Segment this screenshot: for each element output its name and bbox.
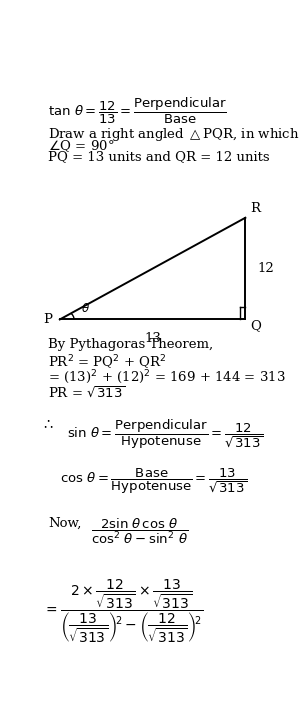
Text: Now,: Now, <box>48 517 81 530</box>
Text: Draw a right angled $\triangle$PQR, in which: Draw a right angled $\triangle$PQR, in w… <box>48 126 299 143</box>
Text: $\sin\,\theta = \dfrac{\mathrm{Perpendicular}}{\mathrm{Hypotenuse}} = \dfrac{12}: $\sin\,\theta = \dfrac{\mathrm{Perpendic… <box>67 417 263 449</box>
Text: PR = $\sqrt{313}$: PR = $\sqrt{313}$ <box>48 386 125 401</box>
Text: P: P <box>44 313 53 326</box>
Text: By Pythagoras Theorem,: By Pythagoras Theorem, <box>48 337 213 350</box>
Text: $= \dfrac{2 \times \dfrac{12}{\sqrt{313}} \times \dfrac{13}{\sqrt{313}}}{\left(\: $= \dfrac{2 \times \dfrac{12}{\sqrt{313}… <box>43 578 203 645</box>
Text: PR$^2$ = PQ$^2$ + QR$^2$: PR$^2$ = PQ$^2$ + QR$^2$ <box>48 353 166 371</box>
Text: $\therefore$: $\therefore$ <box>41 417 54 432</box>
Text: = (13)$^2$ + (12)$^2$ = 169 + 144 = 313: = (13)$^2$ + (12)$^2$ = 169 + 144 = 313 <box>48 368 286 386</box>
Text: R: R <box>250 202 260 215</box>
Text: $\cos\,\theta = \dfrac{\mathrm{Base}}{\mathrm{Hypotenuse}} = \dfrac{13}{\sqrt{31: $\cos\,\theta = \dfrac{\mathrm{Base}}{\m… <box>60 467 247 495</box>
Text: 13: 13 <box>144 332 161 345</box>
Text: $\dfrac{2\sin\,\theta\,\cos\,\theta}{\cos^2\,\theta - \sin^2\,\theta}$: $\dfrac{2\sin\,\theta\,\cos\,\theta}{\co… <box>91 517 188 546</box>
Text: PQ = 13 units and QR = 12 units: PQ = 13 units and QR = 12 units <box>48 150 270 163</box>
Text: Q: Q <box>250 320 261 332</box>
Text: $\angle$Q = 90°: $\angle$Q = 90° <box>48 138 115 154</box>
Text: 12: 12 <box>257 262 274 275</box>
Text: $\tan\,\theta = \dfrac{12}{13} = \dfrac{\mathrm{Perpendicular}}{\mathrm{Base}}$: $\tan\,\theta = \dfrac{12}{13} = \dfrac{… <box>48 96 227 126</box>
Text: $\theta$: $\theta$ <box>81 302 90 315</box>
